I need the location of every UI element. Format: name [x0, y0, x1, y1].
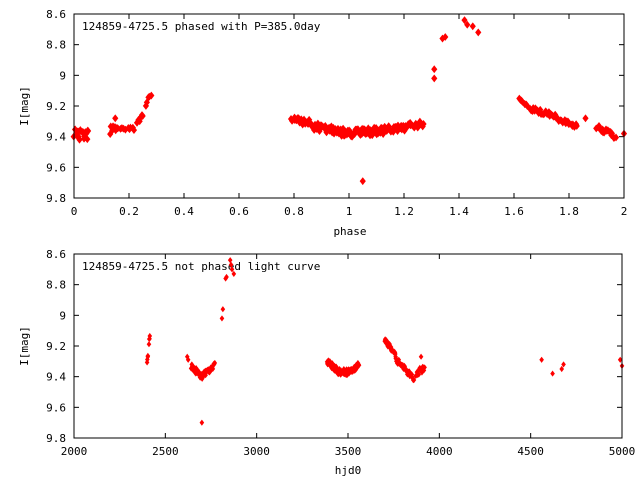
data-point — [561, 361, 566, 368]
y-tick-label: 9.6 — [46, 401, 66, 414]
y-tick-label: 8.8 — [46, 39, 66, 52]
x-tick-label: 0.8 — [284, 205, 304, 218]
data-point — [464, 20, 471, 29]
data-point — [145, 352, 151, 359]
y-tick-label: 9 — [59, 309, 66, 322]
phased-light-curve-chart: 124859-4725.5 phased with P=385.0day pha… — [18, 8, 627, 238]
x-tick-label: 1.6 — [504, 205, 524, 218]
y-axis-label: I[mag] — [18, 86, 31, 126]
data-point — [359, 177, 366, 186]
x-tick-label: 2 — [621, 205, 628, 218]
y-tick-label: 9.2 — [46, 340, 66, 353]
y-tick-label: 8.6 — [46, 8, 66, 21]
data-point — [442, 33, 449, 41]
y-tick-label: 8.6 — [46, 248, 66, 261]
data-point — [418, 353, 424, 360]
data-point — [130, 126, 138, 135]
data-point — [420, 120, 427, 128]
chart-title: 124859-4725.5 phased with P=385.0day — [82, 20, 321, 33]
x-tick-label: 2500 — [152, 445, 179, 458]
y-tick-label: 9.8 — [46, 432, 66, 445]
y-tick-label: 9.4 — [46, 371, 66, 384]
x-tick-label: 0 — [71, 205, 78, 218]
data-point — [227, 257, 233, 264]
data-point — [539, 356, 544, 363]
data-point — [573, 122, 580, 130]
data-point — [559, 365, 565, 373]
data-point — [550, 370, 555, 377]
x-tick-label: 0.2 — [119, 205, 139, 218]
data-point — [422, 364, 427, 371]
data-points — [70, 16, 628, 186]
data-point — [475, 28, 482, 37]
data-point — [356, 362, 362, 369]
axis-ticks: 0 0.2 0.4 0.6 0.8 1 1.2 1.4 1.6 1.8 2 8.6 8.8 9 9.2 9.4… — [46, 8, 627, 218]
y-tick-label: 9.6 — [46, 161, 66, 174]
x-tick-label: 4000 — [426, 445, 453, 458]
y-tick-label: 9.2 — [46, 100, 66, 113]
data-point — [416, 371, 422, 378]
data-point — [229, 266, 235, 273]
data-point — [147, 332, 153, 340]
y-tick-label: 8.8 — [46, 279, 66, 292]
x-axis-label: hjd0 — [335, 464, 362, 477]
data-point — [431, 74, 438, 83]
data-point — [185, 356, 191, 363]
x-tick-label: 4500 — [517, 445, 544, 458]
data-point — [84, 126, 91, 135]
data-point — [608, 129, 616, 138]
data-point — [224, 273, 229, 281]
chart-title: 124859-4725.5 not phased light curve — [82, 260, 320, 273]
x-tick-label: 1.8 — [559, 205, 579, 218]
data-point — [212, 359, 218, 367]
data-point — [76, 135, 83, 144]
data-point — [199, 419, 205, 426]
data-point — [220, 306, 226, 313]
data-point — [231, 270, 237, 277]
data-point — [411, 376, 417, 384]
data-point — [112, 114, 119, 123]
x-axis-label: phase — [333, 225, 366, 238]
data-point — [219, 315, 225, 322]
x-tick-label: 1.4 — [449, 205, 469, 218]
data-point — [582, 114, 589, 123]
data-point — [228, 261, 234, 268]
plot-frame — [73, 13, 625, 199]
data-points — [144, 257, 625, 426]
unphased-light-curve-chart: 124859-4725.5 not phased light curve hjd… — [18, 248, 635, 477]
data-point — [380, 130, 387, 138]
data-point — [617, 356, 623, 363]
x-tick-label: 1 — [346, 205, 353, 218]
data-point — [431, 65, 438, 74]
data-point — [139, 112, 146, 120]
data-point — [469, 22, 476, 31]
x-tick-label: 3500 — [335, 445, 362, 458]
data-point — [461, 16, 468, 25]
x-tick-label: 3000 — [243, 445, 270, 458]
x-tick-label: 1.2 — [394, 205, 414, 218]
y-tick-label: 9 — [59, 69, 66, 82]
data-point — [146, 341, 152, 348]
x-tick-label: 5000 — [609, 445, 636, 458]
data-point — [84, 135, 91, 144]
x-tick-label: 0.6 — [229, 205, 249, 218]
axis-ticks: 2000 2500 3000 3500 4000 4500 5000 8.6 8.8 9 9.2 9.… — [46, 248, 635, 458]
y-axis-label: I[mag] — [18, 326, 31, 366]
data-point — [148, 91, 155, 100]
y-tick-label: 9.4 — [46, 131, 66, 144]
x-tick-label: 2000 — [61, 445, 88, 458]
x-tick-label: 0.4 — [174, 205, 194, 218]
data-point — [143, 98, 150, 107]
y-tick-label: 9.8 — [46, 192, 66, 205]
data-point — [612, 133, 620, 142]
plot-frame — [73, 253, 623, 439]
data-point — [210, 365, 216, 372]
data-point — [147, 335, 152, 342]
